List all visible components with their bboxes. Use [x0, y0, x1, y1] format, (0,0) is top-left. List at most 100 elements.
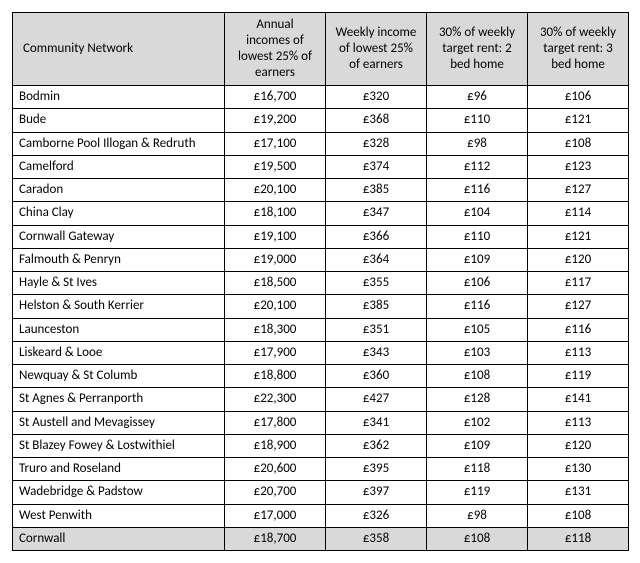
table-row: Caradon£20,100£385£116£127 [13, 179, 629, 202]
cell-weekly: £395 [326, 458, 427, 481]
cell-annual: £16,700 [225, 86, 326, 109]
cell-annual: £17,900 [225, 341, 326, 364]
cell-community: Falmouth & Penryn [13, 248, 225, 271]
cell-annual: £20,600 [225, 458, 326, 481]
table-row: Newquay & St Columb£18,800£360£108£119 [13, 365, 629, 388]
income-rent-table: Community Network Annual incomes of lowe… [12, 12, 629, 551]
cell-annual: £19,000 [225, 248, 326, 271]
cell-annual: £22,300 [225, 388, 326, 411]
table-summary-row: Cornwall£18,700£358£108£118 [13, 527, 629, 550]
cell-weekly: £360 [326, 365, 427, 388]
cell-rent2: £110 [427, 109, 528, 132]
cell-rent3: £108 [528, 504, 629, 527]
cell-weekly: £397 [326, 481, 427, 504]
cell-rent2: £108 [427, 365, 528, 388]
cell-weekly: £320 [326, 86, 427, 109]
cell-rent3: £121 [528, 109, 629, 132]
cell-community: Truro and Roseland [13, 458, 225, 481]
cell-rent3: £108 [528, 132, 629, 155]
cell-annual: £19,100 [225, 225, 326, 248]
cell-community: St Agnes & Perranporth [13, 388, 225, 411]
cell-community: Caradon [13, 179, 225, 202]
table-row: Helston & South Kerrier£20,100£385£116£1… [13, 295, 629, 318]
table-row: St Blazey Fowey & Lostwithiel£18,900£362… [13, 434, 629, 457]
cell-rent3: £120 [528, 434, 629, 457]
cell-community: Bodmin [13, 86, 225, 109]
cell-community: St Austell and Mevagissey [13, 411, 225, 434]
cell-weekly: £427 [326, 388, 427, 411]
cell-annual: £18,500 [225, 272, 326, 295]
col-header-annual: Annual incomes of lowest 25% of earners [225, 13, 326, 86]
cell-annual: £18,800 [225, 365, 326, 388]
table-row: Camborne Pool Illogan & Redruth£17,100£3… [13, 132, 629, 155]
cell-community: Camborne Pool Illogan & Redruth [13, 132, 225, 155]
col-header-community: Community Network [13, 13, 225, 86]
cell-annual: £18,900 [225, 434, 326, 457]
cell-weekly: £358 [326, 527, 427, 550]
cell-weekly: £341 [326, 411, 427, 434]
cell-rent2: £109 [427, 434, 528, 457]
cell-rent3: £119 [528, 365, 629, 388]
cell-rent3: £106 [528, 86, 629, 109]
table-row: China Clay£18,100£347£104£114 [13, 202, 629, 225]
table-row: Truro and Roseland£20,600£395£118£130 [13, 458, 629, 481]
cell-rent2: £109 [427, 248, 528, 271]
cell-rent3: £114 [528, 202, 629, 225]
cell-rent3: £130 [528, 458, 629, 481]
cell-community: Wadebridge & Padstow [13, 481, 225, 504]
cell-rent2: £98 [427, 504, 528, 527]
cell-annual: £18,300 [225, 318, 326, 341]
table-row: Camelford£19,500£374£112£123 [13, 155, 629, 178]
cell-rent2: £104 [427, 202, 528, 225]
cell-weekly: £385 [326, 179, 427, 202]
cell-rent3: £118 [528, 527, 629, 550]
table-row: Bude£19,200£368£110£121 [13, 109, 629, 132]
cell-rent3: £131 [528, 481, 629, 504]
cell-rent2: £118 [427, 458, 528, 481]
table-row: St Agnes & Perranporth£22,300£427£128£14… [13, 388, 629, 411]
cell-rent3: £121 [528, 225, 629, 248]
cell-rent3: £120 [528, 248, 629, 271]
cell-rent2: £98 [427, 132, 528, 155]
cell-community: West Penwith [13, 504, 225, 527]
cell-rent2: £116 [427, 179, 528, 202]
cell-community: Cornwall Gateway [13, 225, 225, 248]
cell-rent3: £123 [528, 155, 629, 178]
cell-community: Liskeard & Looe [13, 341, 225, 364]
cell-rent3: £141 [528, 388, 629, 411]
cell-annual: £19,500 [225, 155, 326, 178]
cell-rent2: £110 [427, 225, 528, 248]
cell-weekly: £366 [326, 225, 427, 248]
cell-annual: £19,200 [225, 109, 326, 132]
cell-community: Launceston [13, 318, 225, 341]
cell-weekly: £347 [326, 202, 427, 225]
cell-annual: £20,700 [225, 481, 326, 504]
cell-community: Helston & South Kerrier [13, 295, 225, 318]
cell-weekly: £368 [326, 109, 427, 132]
table-row: Cornwall Gateway£19,100£366£110£121 [13, 225, 629, 248]
cell-annual: £17,800 [225, 411, 326, 434]
cell-rent2: £128 [427, 388, 528, 411]
cell-weekly: £385 [326, 295, 427, 318]
table-row: Falmouth & Penryn£19,000£364£109£120 [13, 248, 629, 271]
cell-weekly: £374 [326, 155, 427, 178]
cell-community: Newquay & St Columb [13, 365, 225, 388]
table-row: West Penwith£17,000£326£98£108 [13, 504, 629, 527]
table-body: Bodmin£16,700£320£96£106Bude£19,200£368£… [13, 86, 629, 551]
cell-rent2: £119 [427, 481, 528, 504]
cell-rent3: £113 [528, 411, 629, 434]
col-header-rent3: 30% of weekly target rent: 3 bed home [528, 13, 629, 86]
cell-annual: £17,000 [225, 504, 326, 527]
cell-rent3: £116 [528, 318, 629, 341]
cell-rent3: £127 [528, 295, 629, 318]
table-row: Hayle & St Ives£18,500£355£106£117 [13, 272, 629, 295]
cell-weekly: £362 [326, 434, 427, 457]
cell-community: China Clay [13, 202, 225, 225]
cell-community: Camelford [13, 155, 225, 178]
cell-weekly: £355 [326, 272, 427, 295]
cell-rent2: £96 [427, 86, 528, 109]
table-row: Wadebridge & Padstow£20,700£397£119£131 [13, 481, 629, 504]
cell-annual: £18,700 [225, 527, 326, 550]
cell-rent2: £112 [427, 155, 528, 178]
col-header-rent2: 30% of weekly target rent: 2 bed home [427, 13, 528, 86]
